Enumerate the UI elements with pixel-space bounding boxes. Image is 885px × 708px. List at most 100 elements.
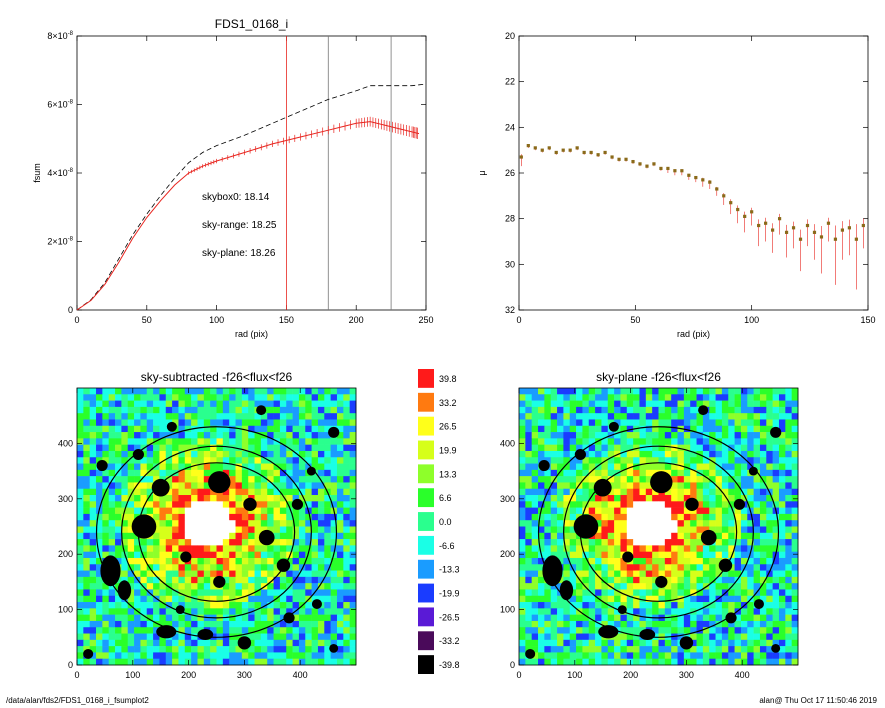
img2-pixel [766, 432, 773, 439]
img2-pixel [620, 557, 628, 565]
img1-pixel [311, 627, 319, 634]
img1-pixel [134, 545, 141, 552]
img1-pixel [235, 633, 243, 641]
img1-pixel [184, 488, 192, 496]
img2-pixel [658, 620, 666, 628]
img2-pixel [728, 557, 735, 565]
img1-pixel [317, 419, 325, 427]
img2-pixel [658, 406, 666, 414]
img2-pixel [645, 639, 653, 647]
img1-pixel [172, 413, 179, 420]
img2-pixel [576, 633, 583, 641]
img2-pixel [778, 602, 786, 609]
img1-pixel [77, 444, 84, 452]
img1-pixel [229, 413, 236, 420]
img1-pixel [235, 602, 243, 609]
img1-ytick-label: 200 [58, 549, 73, 559]
mu-point [652, 162, 656, 166]
img2-pixel [607, 589, 615, 597]
img2-pixel [778, 507, 786, 515]
img2-pixel [778, 564, 786, 571]
img2-pixel [569, 589, 577, 597]
img1-pixel [127, 432, 135, 439]
img1-pixel [172, 595, 179, 603]
img2-pixel [557, 425, 564, 433]
img2-pixel [633, 589, 640, 597]
img1-pixel [178, 406, 186, 414]
fsum-xtick-label: 0 [74, 315, 79, 325]
img2-pixel [721, 463, 729, 471]
img2-pixel [702, 413, 710, 420]
img2-pixel [664, 658, 672, 666]
img1-pixel [210, 646, 217, 653]
img1-pixel [216, 438, 224, 445]
img2-masked-source [542, 555, 563, 587]
img1-pixel [235, 450, 243, 458]
img2-pixel [645, 501, 653, 508]
img2-pixel [671, 646, 678, 653]
footer-path: /data/alan/fds2/FDS1_0168_i_fsumplot2 [6, 696, 149, 705]
img1-pixel [121, 501, 129, 508]
img2-pixel [569, 532, 577, 540]
img1-pixel [343, 658, 350, 666]
img1-pixel [324, 589, 331, 597]
img2-pixel [563, 557, 571, 565]
img2-pixel [525, 513, 532, 521]
img2-pixel [626, 658, 634, 666]
img2-pixel [658, 438, 666, 445]
img1-pixel [248, 545, 255, 552]
img2-pixel [709, 469, 716, 477]
img2-pixel [620, 589, 628, 597]
img1-pixel [305, 388, 312, 395]
img1-pixel [292, 388, 300, 395]
img2-pixel [550, 627, 558, 634]
img1-pixel [127, 608, 135, 615]
img2-pixel [747, 513, 754, 521]
img2-pixel [683, 425, 691, 433]
img2-pixel [519, 583, 526, 590]
img2-pixel [766, 400, 773, 408]
img2-pixel [645, 388, 653, 395]
img2-pixel [696, 557, 704, 565]
img1-pixel [191, 476, 198, 483]
img2-pixel [595, 513, 602, 521]
img2-pixel [563, 570, 571, 578]
img1-pixel [172, 551, 179, 559]
img2-pixel [766, 570, 773, 578]
img1-pixel [89, 450, 97, 458]
img2-pixel [639, 388, 647, 395]
img1-pixel [83, 469, 90, 477]
img2-pixel [538, 539, 545, 546]
img1-pixel [273, 652, 281, 660]
img2-pixel [721, 400, 729, 408]
img2-pixel [766, 602, 773, 609]
img2-pixel [715, 595, 723, 603]
img1-pixel [102, 406, 110, 414]
img1-pixel [248, 482, 255, 490]
img2-pixel [785, 589, 792, 597]
img1-pixel [197, 488, 205, 496]
img1-pixel [96, 545, 103, 552]
img2-pixel [740, 589, 748, 597]
img1-pixel [102, 450, 110, 458]
img1-pixel [286, 476, 293, 483]
mu-point [861, 223, 865, 228]
img2-pixel [569, 388, 577, 395]
img2-pixel [721, 570, 729, 578]
img1-pixel [286, 526, 293, 534]
img2-pixel [778, 463, 786, 471]
img2-pixel [538, 394, 545, 401]
img1-pixel [229, 501, 236, 508]
img2-pixel [772, 589, 780, 597]
img2-pixel [519, 646, 526, 653]
img1-pixel [324, 400, 331, 408]
mu-ytick-label: 28 [505, 214, 515, 224]
img2-pixel [753, 438, 761, 445]
img1-pixel [317, 457, 325, 464]
img1-pixel [191, 583, 198, 590]
img1-pixel [89, 583, 97, 590]
img2-pixel [576, 639, 583, 647]
img1-pixel [216, 620, 224, 628]
img1-pixel [121, 419, 129, 427]
img2-pixel [740, 639, 748, 647]
